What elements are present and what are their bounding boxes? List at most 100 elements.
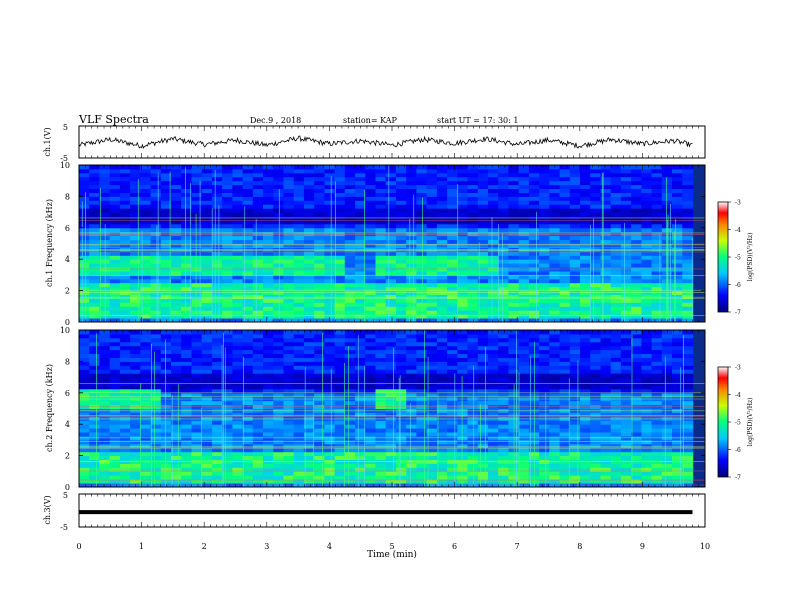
spectrogram-cell xyxy=(549,467,561,472)
spectrogram-cell xyxy=(559,420,571,425)
spectrogram-cell xyxy=(457,424,469,429)
spectrogram-cell xyxy=(201,231,213,237)
spectrogram-cell xyxy=(314,165,326,170)
spectrogram-cell xyxy=(303,475,315,480)
spectrogram-cell xyxy=(324,428,336,433)
spectrogram-cell xyxy=(283,231,295,237)
spectrogram-cell xyxy=(171,286,182,292)
spectrogram-cell xyxy=(89,176,101,182)
spectrogram-cell xyxy=(457,439,469,445)
spectrogram-cell xyxy=(539,184,550,189)
spectrogram-cell xyxy=(406,172,418,178)
spectrogram-cell xyxy=(518,337,530,343)
spectrogram-cell xyxy=(447,263,458,268)
spectrogram-cell xyxy=(672,274,683,280)
spectrogram-cell xyxy=(160,424,172,429)
spectrogram-cell xyxy=(477,345,489,351)
spectrogram-cell xyxy=(641,302,653,307)
spectrogram-cell xyxy=(303,192,315,197)
spectrogram-cell xyxy=(89,302,101,307)
spectrogram-cell xyxy=(365,459,377,464)
spectrogram-cell xyxy=(222,259,233,264)
spectrogram-cell xyxy=(365,223,377,229)
spectrogram-cell xyxy=(324,369,336,374)
spectrogram-cell xyxy=(99,420,111,425)
spectrogram-cell xyxy=(426,204,438,209)
spectrogram-cell xyxy=(355,196,366,201)
spectrogram-cell xyxy=(283,330,295,335)
spectrogram-cell xyxy=(365,400,377,405)
spectrogram-cell xyxy=(119,180,131,186)
spectrogram-cell xyxy=(273,239,285,244)
spectrogram-cell xyxy=(569,428,581,433)
spectrogram-cell xyxy=(549,377,561,382)
spectrogram-cell xyxy=(222,392,233,398)
spectrogram-cell xyxy=(375,298,387,303)
spectrogram-cell xyxy=(324,479,336,484)
spectrogram-cell xyxy=(426,235,438,241)
spectrogram-cell xyxy=(324,439,336,445)
spectrogram-cell xyxy=(610,192,622,197)
spectrogram-cell xyxy=(334,286,346,292)
spectrogram-cell xyxy=(222,168,233,174)
spectrogram-cell xyxy=(569,271,581,276)
spectrogram-cell xyxy=(150,412,162,417)
spectrogram-cell xyxy=(293,314,305,319)
spectrogram-cell xyxy=(651,306,663,311)
spectrogram-cell xyxy=(385,200,397,205)
spectrogram-cell xyxy=(426,168,438,174)
spectrogram-cell xyxy=(447,341,458,347)
spectrogram-cell xyxy=(140,212,152,217)
spectrogram-cell xyxy=(324,459,336,464)
spectrogram-cell xyxy=(150,475,162,480)
spectrogram-cell xyxy=(150,392,162,398)
spectrogram-cell xyxy=(672,165,683,170)
spectrogram-cell xyxy=(232,176,244,182)
spectrogram-cell xyxy=(580,467,591,472)
spectrogram-cell xyxy=(375,377,387,382)
spectrogram-cell xyxy=(620,176,632,182)
spectrogram-cell xyxy=(436,471,448,476)
spectrogram-cell xyxy=(651,208,663,213)
spectrogram-cell xyxy=(477,263,489,268)
spectrogram-cell xyxy=(324,212,336,217)
spectrogram-cell xyxy=(252,412,264,417)
spectrogram-cell xyxy=(385,384,397,390)
spectrogram-cell xyxy=(528,188,540,193)
spectrogram-cell xyxy=(242,204,254,209)
spectrogram-cell xyxy=(222,290,233,295)
spectrogram-cell xyxy=(518,282,530,288)
spectrogram-cell xyxy=(426,392,438,398)
spectrogram-cell xyxy=(447,184,458,189)
spectrogram-cell xyxy=(396,357,407,362)
spectrogram-cell xyxy=(191,302,203,307)
spectrogram-cell xyxy=(232,455,244,460)
spectrogram-cell xyxy=(201,223,213,229)
spectrogram-cell xyxy=(130,349,141,354)
spectrogram-cell xyxy=(651,212,663,217)
spectrogram-cell xyxy=(651,251,663,256)
spectrogram-cell xyxy=(498,357,510,362)
spectrogram-cell xyxy=(99,184,111,189)
spectrogram-cell xyxy=(150,467,162,472)
spectrogram-cell xyxy=(396,200,407,205)
spectrogram-cell xyxy=(293,369,305,374)
spectrogram-cell xyxy=(242,471,254,476)
spectrogram-cell xyxy=(498,365,510,370)
spectrogram-cell xyxy=(488,298,499,303)
spectrogram-cell xyxy=(344,278,356,284)
spectrogram-cell xyxy=(150,208,162,213)
spectrogram-cell xyxy=(416,259,428,264)
spectrogram-cell xyxy=(130,172,141,178)
spectrogram-cell xyxy=(488,274,499,280)
spectrogram-cell xyxy=(273,282,285,288)
spectrogram-cell xyxy=(498,455,510,460)
spectrogram-cell xyxy=(590,384,602,390)
spectrogram-cell xyxy=(488,353,499,358)
spectrogram-cell xyxy=(600,388,612,394)
spectrogram-cell xyxy=(191,196,203,201)
spectrogram-cell xyxy=(610,310,622,315)
spectrogram-cell xyxy=(528,255,540,260)
spectrogram-cell xyxy=(160,412,172,417)
spectrogram-cell xyxy=(222,278,233,284)
